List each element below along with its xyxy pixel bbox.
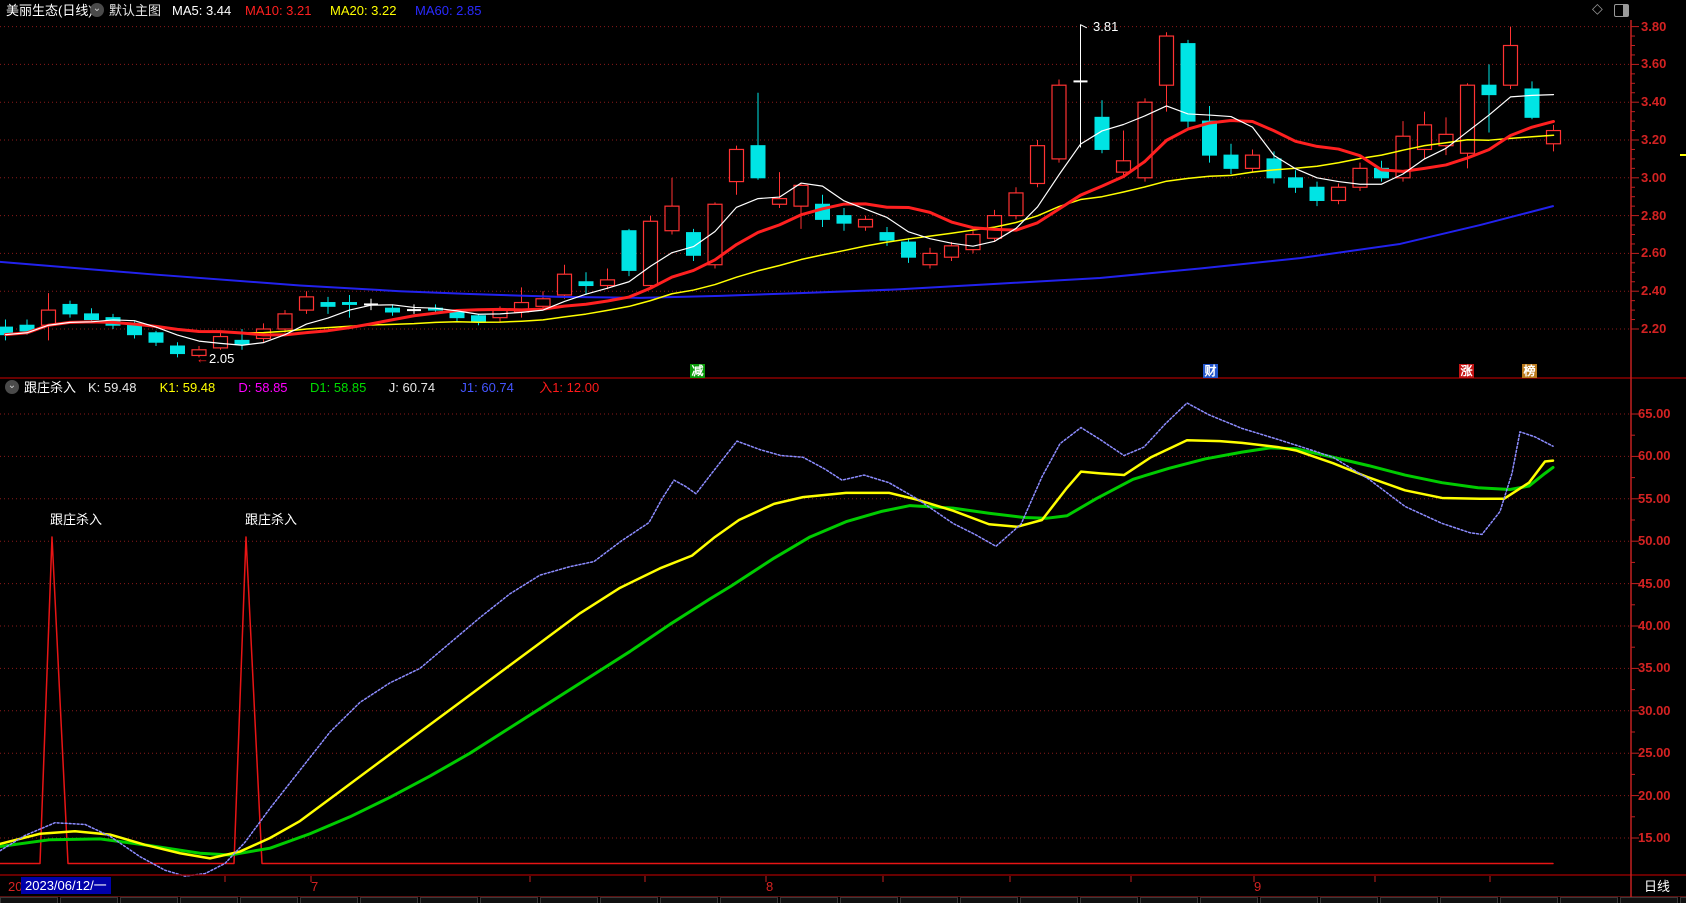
indicator-value: D: 58.85 bbox=[238, 380, 288, 395]
period-label[interactable]: 日线 bbox=[1644, 879, 1671, 894]
bottom-strip-tab[interactable] bbox=[1620, 897, 1678, 903]
ma10-value: MA10: 3.21 bbox=[245, 3, 312, 18]
bottom-strip-tab[interactable] bbox=[0, 897, 58, 903]
indicator-axis-label: 15.00 bbox=[1638, 830, 1671, 845]
event-badge: 涨 bbox=[1459, 364, 1474, 378]
indicator-value: D1: 58.85 bbox=[310, 380, 367, 395]
high-price-annotation: 3.81 bbox=[1093, 19, 1119, 34]
price-axis-label: 2.40 bbox=[1641, 283, 1667, 299]
indicator-value: K1: 59.48 bbox=[159, 380, 216, 395]
indicator-value: J1: 60.74 bbox=[460, 380, 514, 395]
indicator-axis-label: 40.00 bbox=[1638, 618, 1671, 633]
bottom-strip-tab[interactable] bbox=[1560, 897, 1618, 903]
panel-layout-icon[interactable] bbox=[1614, 4, 1629, 17]
bottom-strip-tab[interactable] bbox=[900, 897, 958, 903]
price-axis-label: 3.20 bbox=[1641, 132, 1667, 147]
ma5-value: MA5: 3.44 bbox=[172, 3, 232, 18]
bottom-strip-tab[interactable] bbox=[1320, 897, 1378, 903]
timeline-month-label: 9 bbox=[1254, 879, 1262, 894]
bottom-strip-tab[interactable] bbox=[1260, 897, 1318, 903]
stock-title: 美丽生态(日线) bbox=[6, 3, 93, 18]
timeline-month-label: 8 bbox=[766, 879, 774, 894]
price-axis-label: 2.20 bbox=[1641, 321, 1667, 336]
bottom-strip-tab[interactable] bbox=[960, 897, 1018, 903]
price-axis-label: 2.60 bbox=[1641, 245, 1667, 261]
price-axis-label: 3.80 bbox=[1641, 18, 1667, 34]
timeline-date-highlight: 2023/06/12/一 bbox=[21, 877, 111, 894]
bottom-strip-tab[interactable] bbox=[600, 897, 658, 903]
bottom-strip-tab[interactable] bbox=[720, 897, 778, 903]
bottom-strip-tab[interactable] bbox=[1380, 897, 1438, 903]
event-badge: 财 bbox=[1203, 364, 1218, 378]
indicator-chevron-down-icon[interactable]: ⌄ bbox=[5, 380, 19, 394]
bottom-strip-tab[interactable] bbox=[1440, 897, 1498, 903]
bottom-strip-tab[interactable] bbox=[1680, 897, 1686, 903]
bottom-strip-tab[interactable] bbox=[1200, 897, 1258, 903]
bottom-strip-tab[interactable] bbox=[300, 897, 358, 903]
price-axis-label: 3.00 bbox=[1641, 169, 1667, 185]
bottom-strip-tab[interactable] bbox=[1080, 897, 1138, 903]
indicator-axis-label: 60.00 bbox=[1638, 448, 1671, 464]
bottom-strip-tab[interactable] bbox=[240, 897, 298, 903]
indicator-axis-label: 65.00 bbox=[1638, 406, 1671, 421]
timeline-month-label: 7 bbox=[311, 879, 319, 894]
main-overlay-selector[interactable]: 默认主图 bbox=[109, 3, 162, 18]
indicator-axis-label: 20.00 bbox=[1638, 787, 1671, 803]
bottom-strip-tab[interactable] bbox=[1140, 897, 1198, 903]
price-axis-label: 2.80 bbox=[1641, 207, 1667, 223]
bottom-strip-tab[interactable] bbox=[1020, 897, 1078, 903]
diamond-icon[interactable]: ◇ bbox=[1592, 0, 1603, 16]
event-badge: 榜 bbox=[1522, 364, 1537, 378]
bottom-strip-tab[interactable] bbox=[780, 897, 838, 903]
left-arrow-icon: ← bbox=[196, 351, 209, 366]
indicator-value: K: 59.48 bbox=[88, 380, 137, 395]
bottom-strip-tab[interactable] bbox=[420, 897, 478, 903]
bottom-strip-tab[interactable] bbox=[480, 897, 538, 903]
bottom-strip-tab[interactable] bbox=[60, 897, 118, 903]
bottom-strip-tab[interactable] bbox=[660, 897, 718, 903]
indicator-axis-label: 50.00 bbox=[1638, 533, 1671, 549]
bottom-strip-tab[interactable] bbox=[360, 897, 418, 903]
signal-label: 跟庄杀入 bbox=[50, 512, 103, 527]
price-axis-label: 3.60 bbox=[1641, 56, 1667, 72]
indicator-axis-label: 55.00 bbox=[1638, 490, 1671, 506]
bottom-strip-tab[interactable] bbox=[540, 897, 598, 903]
indicator-axis-label: 30.00 bbox=[1638, 702, 1671, 718]
event-badge: 减 bbox=[690, 364, 705, 378]
signal-label: 跟庄杀入 bbox=[245, 512, 298, 527]
bottom-strip-tab[interactable] bbox=[120, 897, 178, 903]
ma20-value: MA20: 3.22 bbox=[330, 3, 397, 18]
low-price-annotation: ←2.05 bbox=[196, 351, 235, 366]
indicator-axis-label: 25.00 bbox=[1638, 745, 1671, 761]
indicator-axis-label: 45.00 bbox=[1638, 575, 1671, 591]
bottom-strip-tab[interactable] bbox=[180, 897, 238, 903]
chevron-down-icon[interactable]: ⌄ bbox=[90, 3, 104, 17]
ma60-value: MA60: 2.85 bbox=[415, 3, 482, 18]
price-axis-label: 3.40 bbox=[1641, 94, 1667, 110]
indicator-name[interactable]: 跟庄杀入 bbox=[24, 380, 77, 395]
indicator-axis-label: 35.00 bbox=[1638, 660, 1671, 676]
bottom-strip-tab[interactable] bbox=[1500, 897, 1558, 903]
indicator-value: 入1: 12.00 bbox=[539, 380, 600, 395]
bottom-strip-tab[interactable] bbox=[840, 897, 898, 903]
timeline-partial-label: 20 bbox=[8, 879, 23, 894]
indicator-value: J: 60.74 bbox=[388, 380, 436, 395]
